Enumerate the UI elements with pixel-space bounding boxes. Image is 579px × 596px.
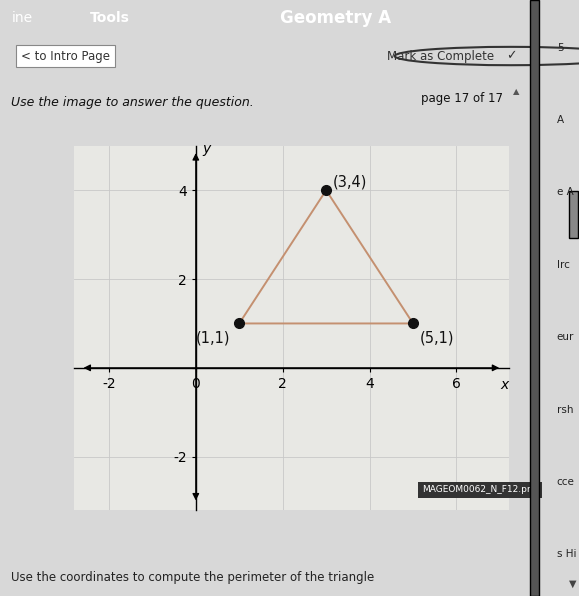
- Text: ▼: ▼: [569, 579, 577, 589]
- Text: ine: ine: [12, 11, 32, 24]
- Text: s Hi: s Hi: [557, 550, 576, 559]
- Text: (5,1): (5,1): [420, 330, 454, 345]
- Text: e A: e A: [557, 187, 574, 197]
- Text: Tools: Tools: [90, 11, 130, 24]
- Text: page 17 of 17: page 17 of 17: [422, 92, 503, 105]
- Text: A: A: [557, 115, 564, 125]
- Text: rsh: rsh: [557, 405, 573, 415]
- Text: x: x: [500, 378, 508, 392]
- Text: Use the coordinates to compute the perimeter of the triangle: Use the coordinates to compute the perim…: [10, 572, 374, 585]
- FancyBboxPatch shape: [569, 191, 578, 238]
- Text: cce: cce: [557, 477, 575, 487]
- Text: eur: eur: [557, 332, 574, 342]
- Text: ✓: ✓: [506, 49, 516, 63]
- Text: < to Intro Page: < to Intro Page: [21, 49, 110, 63]
- Text: 5: 5: [557, 43, 563, 52]
- Text: ▲: ▲: [514, 86, 520, 95]
- Text: MAGEOM0062_N_F12.png: MAGEOM0062_N_F12.png: [422, 486, 538, 495]
- Text: Use the image to answer the question.: Use the image to answer the question.: [10, 96, 254, 109]
- FancyBboxPatch shape: [530, 0, 538, 596]
- Text: (3,4): (3,4): [333, 175, 367, 190]
- Text: Mark as Complete: Mark as Complete: [387, 49, 494, 63]
- Text: Geometry A: Geometry A: [280, 8, 391, 27]
- Text: y: y: [203, 142, 211, 156]
- Text: Irc: Irc: [557, 260, 570, 270]
- Text: (1,1): (1,1): [196, 330, 230, 345]
